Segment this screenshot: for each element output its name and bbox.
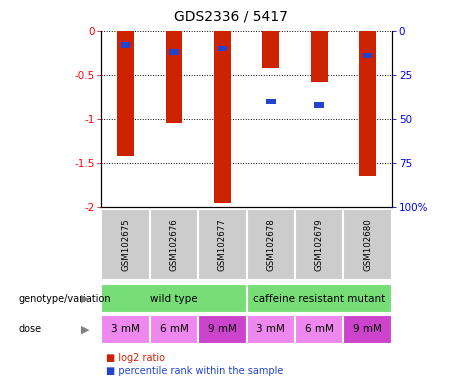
Text: 3 mM: 3 mM (111, 324, 140, 334)
Text: GSM102678: GSM102678 (266, 218, 275, 271)
Bar (247, 209, 295, 280)
Bar (363, 53, 372, 58)
Bar (343, 315, 392, 344)
Bar (101, 284, 247, 313)
Text: ■ percentile rank within the sample: ■ percentile rank within the sample (106, 366, 284, 376)
Bar (343, 209, 392, 280)
Text: genotype/variation: genotype/variation (18, 293, 111, 304)
Bar (198, 209, 247, 280)
Bar (311, 31, 328, 82)
Text: GSM102676: GSM102676 (170, 218, 178, 271)
Text: GDS2336 / 5417: GDS2336 / 5417 (173, 10, 288, 23)
Bar (247, 284, 392, 313)
Bar (121, 42, 130, 48)
Bar (314, 102, 324, 108)
Bar (295, 315, 343, 344)
Bar (266, 99, 276, 104)
Text: ▶: ▶ (82, 293, 90, 304)
Bar (262, 31, 279, 68)
Text: GSM102675: GSM102675 (121, 218, 130, 271)
Bar (101, 209, 150, 280)
Bar (169, 49, 179, 55)
Text: GSM102680: GSM102680 (363, 218, 372, 271)
Text: caffeine resistant mutant: caffeine resistant mutant (253, 293, 385, 304)
Text: GSM102679: GSM102679 (315, 218, 324, 271)
Text: ▶: ▶ (82, 324, 90, 334)
Text: dose: dose (18, 324, 41, 334)
Bar (295, 209, 343, 280)
Bar (359, 31, 376, 177)
Bar (150, 315, 198, 344)
Bar (150, 209, 198, 280)
Text: 9 mM: 9 mM (208, 324, 237, 334)
Text: 3 mM: 3 mM (256, 324, 285, 334)
Bar (247, 315, 295, 344)
Bar (198, 315, 247, 344)
Text: wild type: wild type (150, 293, 198, 304)
Text: 6 mM: 6 mM (160, 324, 189, 334)
Bar (117, 31, 134, 156)
Text: GSM102677: GSM102677 (218, 218, 227, 271)
Bar (218, 46, 227, 51)
Text: 9 mM: 9 mM (353, 324, 382, 334)
Bar (165, 31, 183, 124)
Bar (101, 315, 150, 344)
Text: ■ log2 ratio: ■ log2 ratio (106, 353, 165, 363)
Bar (214, 31, 231, 203)
Text: 6 mM: 6 mM (305, 324, 334, 334)
